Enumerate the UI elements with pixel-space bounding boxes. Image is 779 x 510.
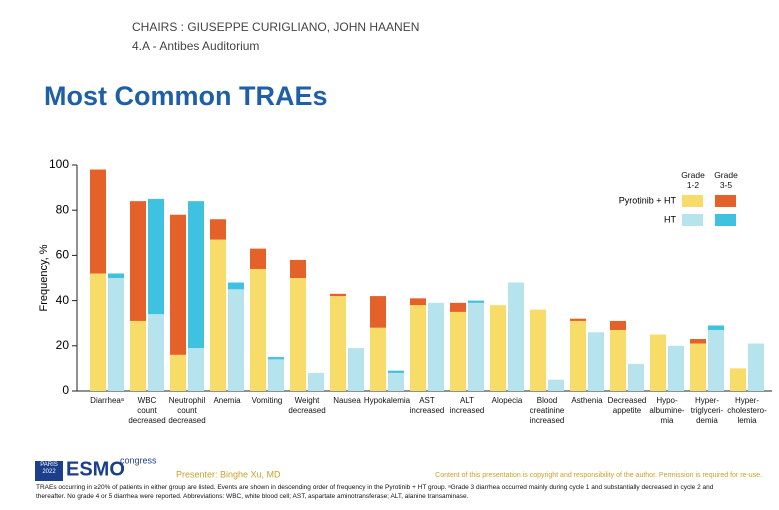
bar-segment <box>330 293 346 297</box>
x-tick-label: Anemia <box>213 396 241 405</box>
x-tick-label: Alopecia <box>491 396 523 405</box>
x-tick-label: WBC count decreased <box>128 396 166 425</box>
legend-column: Grade 1-2 <box>681 170 705 190</box>
x-tick-label: Hyper- triglyceri- demia <box>690 396 724 425</box>
legend-swatch <box>715 195 736 207</box>
y-tick-label: 40 <box>56 293 70 307</box>
logo-city: PARIS 2022 <box>40 462 58 475</box>
bar-segment <box>570 320 586 391</box>
bar-segment <box>348 348 364 391</box>
bar-segment <box>188 201 204 349</box>
bar-segment <box>570 318 586 321</box>
bar-segment <box>148 314 164 391</box>
bar-segment <box>588 332 604 391</box>
x-tick-label: AST increased <box>409 396 445 415</box>
bar-segment <box>690 343 706 391</box>
bar-segment <box>410 305 426 391</box>
bar-segment <box>610 320 626 330</box>
x-tick-label: Decreased appetite <box>607 396 647 415</box>
logo-suffix: congress <box>120 455 157 465</box>
bar-segment <box>610 329 626 391</box>
footnote: TRAEs occurring in ≥20% of patients in e… <box>36 484 714 500</box>
bar-segment <box>170 354 186 391</box>
bar-segment <box>130 201 146 321</box>
presenter: Presenter: Binghe Xu, MD <box>176 469 281 479</box>
legend-swatch <box>682 214 703 226</box>
copyright: Content of this presentation is copyrigh… <box>435 472 762 479</box>
logo: ESMO <box>66 458 125 480</box>
x-tick-label: Weight decreased <box>288 396 326 415</box>
bar-segment <box>370 327 386 391</box>
bar-segment <box>490 305 506 391</box>
bar-segment <box>290 259 306 278</box>
bar-segment <box>530 309 546 391</box>
y-tick-label: 20 <box>56 338 70 352</box>
bar-segment <box>130 320 146 391</box>
x-tick-label: Hypo- albumine- mia <box>649 396 685 425</box>
bar-segment <box>268 357 284 360</box>
bar-segment <box>650 334 666 391</box>
bar-segment <box>108 278 124 391</box>
y-tick-label: 80 <box>56 202 70 216</box>
y-axis-label: Frequency, % <box>38 244 50 311</box>
x-tick-label: Hyper- cholestero- lemia <box>727 396 767 425</box>
chairs: CHAIRS : GIUSEPPE CURIGLIANO, JOHN HAANE… <box>132 20 419 34</box>
bar-segment <box>210 239 226 391</box>
bar-segment <box>468 300 484 303</box>
bar-segment <box>628 363 644 391</box>
bar-segment <box>450 311 466 391</box>
bar-segment <box>108 273 124 278</box>
bar-segment <box>508 282 524 391</box>
bar-segment <box>330 296 346 391</box>
logo-box <box>35 461 63 481</box>
bar-segment <box>250 268 266 391</box>
bar-segment <box>268 359 284 391</box>
x-tick-label: Neutrophil count decreased <box>168 396 206 425</box>
bar-segment <box>388 372 404 391</box>
legend-column: Grade 3-5 <box>714 170 738 190</box>
bar-segment <box>690 339 706 344</box>
x-tick-label: Nausea <box>333 396 361 405</box>
bar-segment <box>748 343 764 391</box>
bar-segment <box>290 278 306 391</box>
bar-segment <box>210 219 226 240</box>
room: 4.A - Antibes Auditorium <box>132 39 259 53</box>
x-tick-label: Diarrheaᵃ <box>90 396 124 405</box>
bar-segment <box>228 289 244 391</box>
x-tick-label: Hypokalemia <box>363 396 411 405</box>
bar-segment <box>708 325 724 330</box>
legend-swatch <box>715 214 736 226</box>
bar-segment <box>548 379 564 391</box>
bar-segment <box>668 345 684 391</box>
bar-segment <box>148 198 164 315</box>
bar-segment <box>90 273 106 391</box>
bar-segment <box>370 296 386 328</box>
legend-label: Pyrotinib + HT <box>619 195 677 205</box>
bar-segment <box>308 372 324 391</box>
x-tick-label: ALT increased <box>449 396 485 415</box>
bar-segment <box>228 282 244 290</box>
y-tick-label: 0 <box>62 383 69 397</box>
bar-segment <box>170 214 186 355</box>
y-tick-label: 100 <box>49 157 69 171</box>
chart-title: Most Common TRAEs <box>44 81 328 111</box>
y-tick-label: 60 <box>56 248 70 262</box>
bar-segment <box>90 169 106 274</box>
bar-segment <box>428 302 444 391</box>
bar-segment <box>468 302 484 391</box>
x-tick-label: Blood creatinine increased <box>529 396 565 425</box>
bar-segment <box>450 302 466 312</box>
x-tick-label: Vomiting <box>251 396 283 405</box>
bar-segment <box>188 348 204 391</box>
legend-swatch <box>682 195 703 207</box>
bar-segment <box>388 370 404 373</box>
bar-segment <box>410 298 426 306</box>
x-tick-label: Asthenia <box>571 396 603 405</box>
bar-segment <box>250 248 266 269</box>
bar-segment <box>730 368 746 391</box>
legend-label: HT <box>664 214 676 224</box>
bar-segment <box>708 329 724 391</box>
